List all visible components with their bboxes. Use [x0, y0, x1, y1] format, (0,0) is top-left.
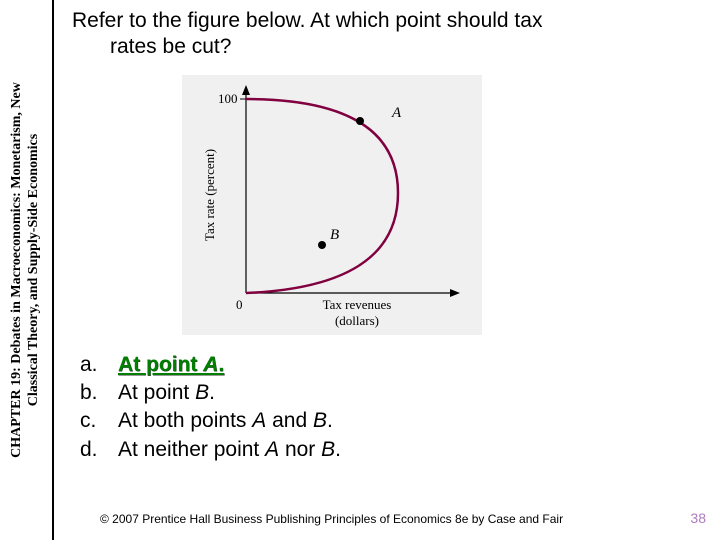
point-b-dot [318, 241, 326, 249]
option-a-letter: a. [72, 351, 118, 379]
chapter-label: CHAPTER 19: Debates in Macroeconomics: M… [9, 82, 43, 458]
laffer-curve-path [246, 99, 398, 293]
option-b-letter: b. [72, 379, 118, 407]
question-line1: Refer to the figure below. At which poin… [72, 9, 542, 32]
option-c-text: At both points A and B. [118, 407, 710, 435]
chapter-line2: Classical Theory, and Supply-Side Econom… [26, 134, 41, 406]
option-a-text: At point A. [118, 351, 710, 379]
slide-content: Refer to the figure below. At which poin… [72, 8, 710, 464]
x-axis-label-1: Tax revenues [323, 297, 392, 312]
origin-label: 0 [236, 297, 243, 312]
laffer-curve-figure: A B 100 0 Tax rate (percent) Tax revenue… [182, 75, 482, 335]
point-a-dot [356, 117, 364, 125]
x-axis-label-2: (dollars) [335, 313, 379, 328]
page-number: 38 [690, 510, 706, 526]
option-d-text: At neither point A nor B. [118, 436, 710, 464]
option-d[interactable]: d. At neither point A nor B. [72, 436, 710, 464]
point-b-label: B [330, 227, 339, 243]
option-d-letter: d. [72, 436, 118, 464]
answer-options: a. At point A. b. At point B. c. At both… [72, 351, 710, 464]
chapter-sidebar: CHAPTER 19: Debates in Macroeconomics: M… [0, 0, 54, 540]
chapter-line1: CHAPTER 19: Debates in Macroeconomics: M… [9, 82, 24, 458]
laffer-curve-svg: A B 100 0 Tax rate (percent) Tax revenue… [182, 75, 482, 335]
option-c-letter: c. [72, 407, 118, 435]
point-a-label: A [391, 105, 402, 121]
question-text: Refer to the figure below. At which poin… [72, 8, 710, 61]
option-c[interactable]: c. At both points A and B. [72, 407, 710, 435]
option-b[interactable]: b. At point B. [72, 379, 710, 407]
question-line2: rates be cut? [72, 34, 710, 60]
copyright-footer: © 2007 Prentice Hall Business Publishing… [100, 512, 563, 526]
y-axis-label: Tax rate (percent) [202, 148, 217, 240]
y-tick-top: 100 [218, 91, 238, 106]
option-b-text: At point B. [118, 379, 710, 407]
option-a[interactable]: a. At point A. [72, 351, 710, 379]
